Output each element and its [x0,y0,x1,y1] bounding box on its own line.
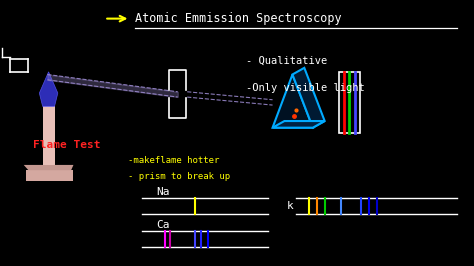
Polygon shape [39,72,58,106]
Text: -makeflame hotter: -makeflame hotter [128,156,219,165]
Text: Na: Na [156,187,170,197]
Polygon shape [292,68,325,128]
Polygon shape [24,165,73,170]
Polygon shape [26,170,73,181]
Text: Ca: Ca [156,220,170,230]
Text: Atomic Emmission Spectroscopy: Atomic Emmission Spectroscopy [135,12,342,25]
Text: Flame Test: Flame Test [33,140,100,150]
Polygon shape [273,74,313,128]
Text: - Qualitative: - Qualitative [246,56,328,66]
Text: k: k [287,201,293,211]
Polygon shape [273,121,325,128]
Polygon shape [339,72,360,133]
Text: - prism to break up: - prism to break up [128,172,230,181]
Polygon shape [43,106,55,165]
Text: -Only visible light: -Only visible light [246,83,365,93]
